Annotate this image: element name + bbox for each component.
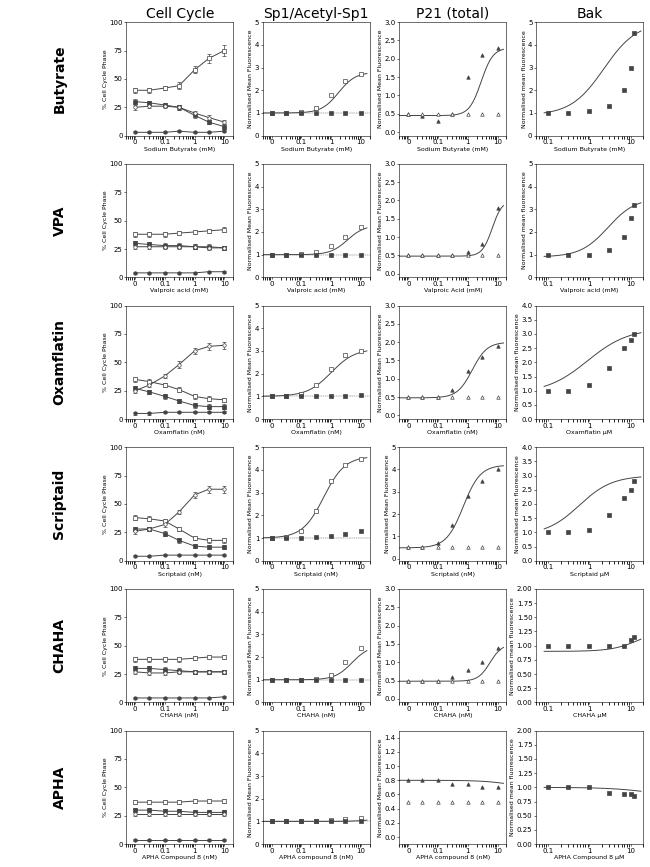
- X-axis label: Sodium Butyrate (mM): Sodium Butyrate (mM): [417, 147, 489, 152]
- X-axis label: Valproic acid (mM): Valproic acid (mM): [560, 289, 619, 293]
- X-axis label: Scriptaid (nM): Scriptaid (nM): [294, 571, 338, 577]
- X-axis label: CHAHA μM: CHAHA μM: [573, 714, 606, 719]
- Title: P21 (total): P21 (total): [416, 7, 489, 21]
- X-axis label: CHAHA (nM): CHAHA (nM): [161, 714, 199, 719]
- Y-axis label: Normalised Mean Fluorescence: Normalised Mean Fluorescence: [248, 172, 254, 270]
- Y-axis label: Normalised Mean Fluorescence: Normalised Mean Fluorescence: [248, 596, 254, 695]
- X-axis label: Oxamflatin (nM): Oxamflatin (nM): [154, 430, 205, 435]
- Y-axis label: Normalised Mean Fluorescence: Normalised Mean Fluorescence: [378, 29, 383, 128]
- Text: Scriptaid: Scriptaid: [53, 469, 66, 539]
- X-axis label: Sodium Butyrate (mM): Sodium Butyrate (mM): [281, 147, 352, 152]
- Y-axis label: % Cell Cycle Phase: % Cell Cycle Phase: [103, 616, 108, 675]
- X-axis label: APHA compound 8 (nM): APHA compound 8 (nM): [279, 855, 354, 860]
- Y-axis label: Normalised mean fluorescence: Normalised mean fluorescence: [510, 739, 515, 837]
- X-axis label: CHAHA (nM): CHAHA (nM): [297, 714, 335, 719]
- Title: Bak: Bak: [577, 7, 603, 21]
- X-axis label: APHA compound 8 (nM): APHA compound 8 (nM): [416, 855, 490, 860]
- Text: APHA: APHA: [53, 766, 66, 809]
- Y-axis label: Normalised Mean Fluorescence: Normalised Mean Fluorescence: [248, 738, 254, 837]
- X-axis label: Oxamflatin (nM): Oxamflatin (nM): [428, 430, 478, 435]
- Y-axis label: Normalised mean fluorescence: Normalised mean fluorescence: [521, 172, 527, 270]
- Y-axis label: Normalised Mean Fluorescence: Normalised Mean Fluorescence: [385, 455, 390, 553]
- X-axis label: APHA Compound 8 μM: APHA Compound 8 μM: [554, 855, 625, 860]
- Y-axis label: % Cell Cycle Phase: % Cell Cycle Phase: [103, 758, 108, 818]
- Text: Oxamflatin: Oxamflatin: [53, 319, 66, 405]
- Y-axis label: Normalised Mean Fluorescence: Normalised Mean Fluorescence: [378, 313, 383, 412]
- Y-axis label: % Cell Cycle Phase: % Cell Cycle Phase: [103, 191, 108, 251]
- X-axis label: Valproic acid (mM): Valproic acid (mM): [151, 289, 209, 293]
- X-axis label: Sodium Butyrate (mM): Sodium Butyrate (mM): [554, 147, 625, 152]
- X-axis label: Valproic acid (mM): Valproic acid (mM): [287, 289, 345, 293]
- X-axis label: Scriptaid (nM): Scriptaid (nM): [431, 571, 475, 577]
- Y-axis label: Normalised Mean Fluorescence: Normalised Mean Fluorescence: [248, 313, 254, 412]
- Text: Butyrate: Butyrate: [53, 44, 66, 114]
- Text: CHAHA: CHAHA: [53, 618, 66, 673]
- X-axis label: CHAHA (nM): CHAHA (nM): [434, 714, 472, 719]
- Y-axis label: Normalised Mean Fluorescence: Normalised Mean Fluorescence: [378, 172, 383, 270]
- Title: Sp1/Acetyl-Sp1: Sp1/Acetyl-Sp1: [263, 7, 369, 21]
- Title: Cell Cycle: Cell Cycle: [146, 7, 214, 21]
- X-axis label: Scriptaid (nM): Scriptaid (nM): [158, 571, 202, 577]
- Text: VPA: VPA: [53, 205, 66, 236]
- X-axis label: Scriptaid μM: Scriptaid μM: [570, 571, 609, 577]
- Y-axis label: Normalised Mean Fluorescence: Normalised Mean Fluorescence: [248, 29, 254, 128]
- Y-axis label: % Cell Cycle Phase: % Cell Cycle Phase: [103, 474, 108, 534]
- X-axis label: Valproic Acid (mM): Valproic Acid (mM): [424, 289, 482, 293]
- X-axis label: Sodium Butyrate (mM): Sodium Butyrate (mM): [144, 147, 215, 152]
- Y-axis label: Normalised mean fluorescence: Normalised mean fluorescence: [515, 314, 520, 411]
- Y-axis label: Normalised mean fluorescence: Normalised mean fluorescence: [510, 596, 515, 694]
- Y-axis label: % Cell Cycle Phase: % Cell Cycle Phase: [103, 49, 108, 108]
- Y-axis label: Normalised Mean Fluorescence: Normalised Mean Fluorescence: [248, 455, 254, 553]
- Y-axis label: Normalised mean fluorescence: Normalised mean fluorescence: [521, 30, 527, 127]
- X-axis label: Oxamflatin (nM): Oxamflatin (nM): [291, 430, 342, 435]
- Y-axis label: Normalised Mean Fluorescence: Normalised Mean Fluorescence: [378, 738, 383, 837]
- Y-axis label: Normalised Mean Fluorescence: Normalised Mean Fluorescence: [378, 596, 383, 695]
- Y-axis label: Normalised mean fluorescence: Normalised mean fluorescence: [515, 455, 520, 553]
- X-axis label: APHA Compound 8 (nM): APHA Compound 8 (nM): [142, 855, 217, 860]
- X-axis label: Oxamflatin μM: Oxamflatin μM: [566, 430, 612, 435]
- Y-axis label: % Cell Cycle Phase: % Cell Cycle Phase: [103, 332, 108, 392]
